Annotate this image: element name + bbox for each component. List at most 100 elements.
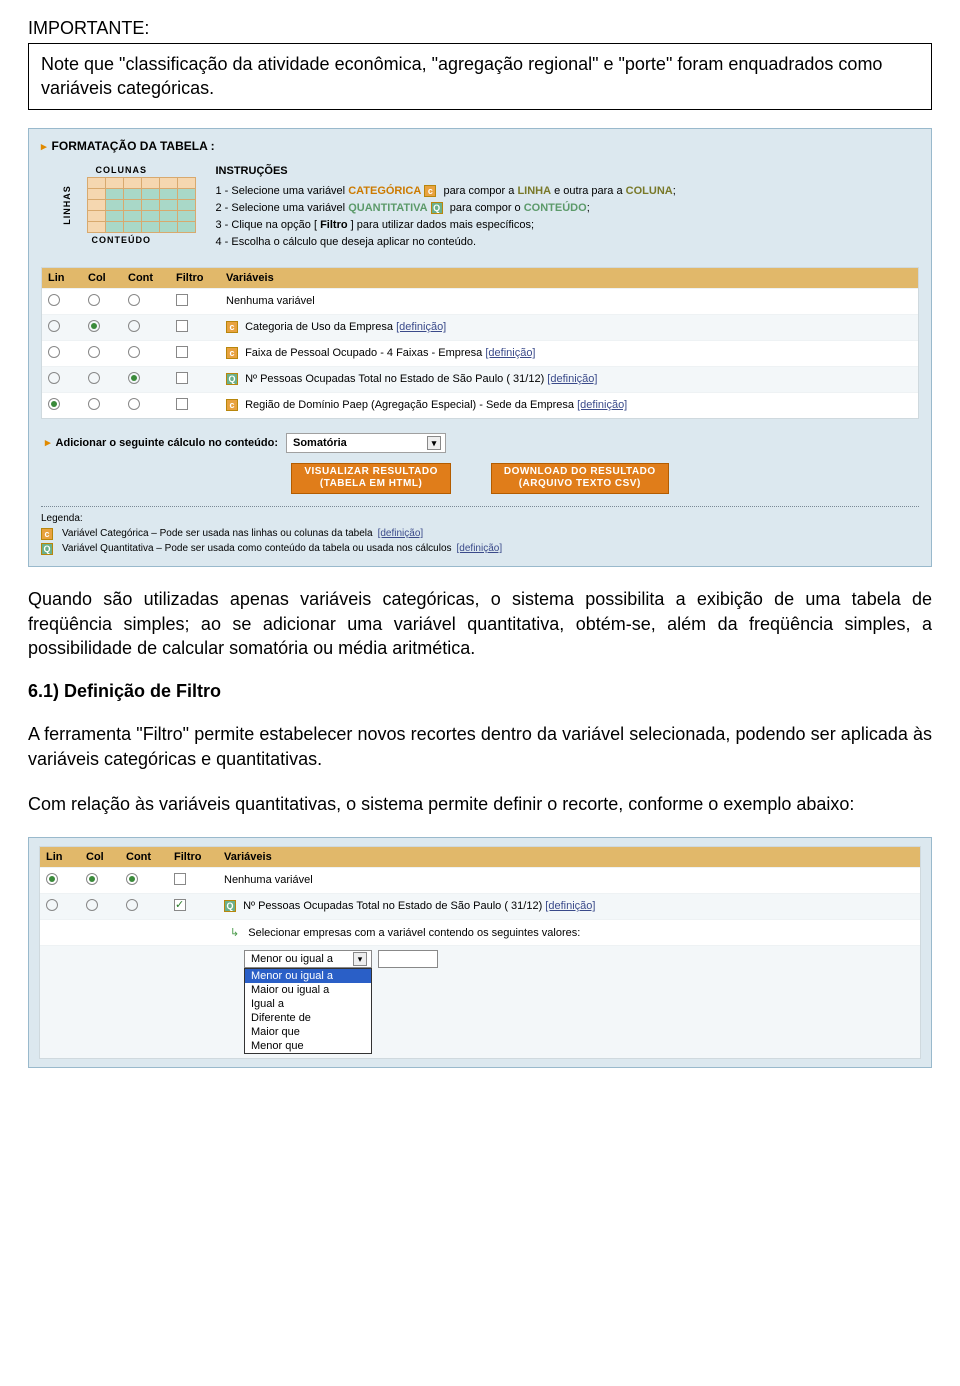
visualize-button[interactable]: VISUALIZAR RESULTADO(TABELA EM HTML) — [291, 463, 451, 494]
radio-cont[interactable] — [128, 398, 140, 410]
definition-link[interactable]: [definição] — [378, 528, 424, 539]
format-title: FORMATAÇÃO DA TABELA : — [41, 139, 919, 153]
definition-link[interactable]: [definição] — [545, 900, 595, 912]
filter-options-dropdown[interactable]: Menor ou igual aMaior ou igual aIgual aD… — [244, 968, 372, 1054]
filter-value-input[interactable] — [378, 950, 438, 968]
radio-col[interactable] — [86, 899, 98, 911]
radio-cont[interactable] — [128, 320, 140, 332]
importante-heading: IMPORTANTE: — [28, 18, 932, 39]
note-box: Note que "classificação da atividade eco… — [28, 43, 932, 110]
radio-cont[interactable] — [126, 899, 138, 911]
instruction-line-1: 1 - Selecione uma variável CATEGÓRICA c … — [216, 183, 676, 200]
variable-label: Faixa de Pessoal Ocupado - 4 Faixas - Em… — [245, 347, 485, 359]
radio-cont[interactable] — [128, 294, 140, 306]
chevron-down-icon[interactable]: ▾ — [427, 436, 441, 450]
radio-col[interactable] — [88, 346, 100, 358]
checkbox-filtro[interactable] — [176, 346, 188, 358]
chevron-down-icon[interactable]: ▾ — [353, 952, 367, 966]
definition-link[interactable]: [definição] — [547, 373, 597, 385]
badge-c-icon: c — [226, 399, 238, 411]
filter-sublabel: Selecionar empresas com a variável conte… — [248, 927, 580, 939]
badge-q-icon: Q — [41, 543, 53, 555]
col-cont: Cont — [120, 847, 168, 867]
instruction-line-4: 4 - Escolha o cálculo que deseja aplicar… — [216, 234, 676, 251]
col-col: Col — [80, 847, 120, 867]
paragraph-1: Quando são utilizadas apenas variáveis c… — [28, 587, 932, 661]
radio-col[interactable] — [88, 398, 100, 410]
radio-cont[interactable] — [128, 346, 140, 358]
heading-61: 6.1) Definição de Filtro — [28, 681, 932, 702]
radio-cont[interactable] — [126, 873, 138, 885]
dotted-separator — [41, 506, 919, 507]
radio-lin[interactable] — [48, 398, 60, 410]
filter-panel: Lin Col Cont Filtro Variáveis Nenhuma va… — [28, 837, 932, 1068]
variables-header-2: Lin Col Cont Filtro Variáveis — [40, 847, 920, 867]
col-filtro: Filtro — [170, 268, 220, 288]
legend-quant: Variável Quantitativa – Pode ser usada c… — [62, 543, 452, 554]
arrow-icon: ↳ — [230, 927, 239, 939]
filter-controls-row: Menor ou igual a▾Menor ou igual aMaior o… — [40, 945, 920, 1058]
colunas-label: COLUNAS — [96, 165, 148, 175]
filter-option[interactable]: Menor que — [245, 1039, 371, 1053]
conteudo-label-illust: CONTEÚDO — [92, 235, 152, 245]
variable-label: Categoria de Uso da Empresa — [245, 321, 396, 333]
paragraph-2: A ferramenta "Filtro" permite estabelece… — [28, 722, 932, 772]
definition-link[interactable]: [definição] — [577, 399, 627, 411]
table-row: Nenhuma variável — [42, 288, 918, 314]
variables-header: Lin Col Cont Filtro Variáveis — [42, 268, 918, 288]
checkbox-filtro[interactable] — [176, 372, 188, 384]
filter-operator-select[interactable]: Menor ou igual a▾ — [244, 950, 372, 968]
radio-lin[interactable] — [48, 346, 60, 358]
filter-subrow: ↳ Selecionar empresas com a variável con… — [40, 919, 920, 945]
radio-col[interactable] — [88, 372, 100, 384]
badge-c-icon: c — [226, 321, 238, 333]
radio-lin[interactable] — [46, 899, 58, 911]
table-row: Q Nº Pessoas Ocupadas Total no Estado de… — [42, 366, 918, 392]
checkbox-filtro[interactable] — [176, 294, 188, 306]
col-var: Variáveis — [220, 268, 918, 288]
filter-option[interactable]: Maior ou igual a — [245, 983, 371, 997]
calc-select[interactable]: Somatória ▾ — [286, 433, 446, 453]
badge-q-icon: Q — [224, 900, 236, 912]
download-button[interactable]: DOWNLOAD DO RESULTADO(ARQUIVO TEXTO CSV) — [491, 463, 669, 494]
radio-lin[interactable] — [48, 320, 60, 332]
checkbox-filtro[interactable] — [174, 873, 186, 885]
filter-option[interactable]: Menor ou igual a — [245, 969, 371, 983]
mini-table-icon — [87, 177, 196, 233]
filter-option[interactable]: Diferente de — [245, 1011, 371, 1025]
variables-table-2: Lin Col Cont Filtro Variáveis Nenhuma va… — [39, 846, 921, 1059]
variable-label: Nenhuma variável — [224, 874, 313, 886]
badge-c-icon: c — [424, 185, 436, 197]
checkbox-filtro[interactable] — [176, 398, 188, 410]
badge-q-icon: Q — [226, 373, 238, 385]
paragraph-3: Com relação às variáveis quantitativas, … — [28, 792, 932, 817]
radio-col[interactable] — [86, 873, 98, 885]
radio-col[interactable] — [88, 320, 100, 332]
radio-cont[interactable] — [128, 372, 140, 384]
col-filtro: Filtro — [168, 847, 218, 867]
radio-lin[interactable] — [48, 294, 60, 306]
radio-lin[interactable] — [48, 372, 60, 384]
filter-option[interactable]: Igual a — [245, 997, 371, 1011]
filter-option[interactable]: Maior que — [245, 1025, 371, 1039]
grid-illustration: COLUNAS LINHAS CONTEÚDO — [47, 165, 196, 251]
badge-c-icon: c — [41, 528, 53, 540]
col-lin: Lin — [40, 847, 80, 867]
calc-line: Adicionar o seguinte cálculo no conteúdo… — [45, 433, 915, 453]
variables-table: Lin Col Cont Filtro Variáveis Nenhuma va… — [41, 267, 919, 419]
radio-col[interactable] — [88, 294, 100, 306]
table-row: Q Nº Pessoas Ocupadas Total no Estado de… — [40, 893, 920, 919]
definition-link[interactable]: [definição] — [485, 347, 535, 359]
radio-lin[interactable] — [46, 873, 58, 885]
checkbox-filtro[interactable] — [174, 899, 186, 911]
variable-label: Nº Pessoas Ocupadas Total no Estado de S… — [245, 373, 547, 385]
variable-label: Nenhuma variável — [226, 295, 315, 307]
table-row: c Categoria de Uso da Empresa [definição… — [42, 314, 918, 340]
variable-label: Nº Pessoas Ocupadas Total no Estado de S… — [243, 900, 545, 912]
variable-label: Região de Domínio Paep (Agregação Especi… — [245, 399, 577, 411]
badge-q-icon: Q — [431, 202, 443, 214]
checkbox-filtro[interactable] — [176, 320, 188, 332]
instruction-line-2: 2 - Selecione uma variável QUANTITATIVA … — [216, 200, 676, 217]
definition-link[interactable]: [definição] — [457, 543, 503, 554]
definition-link[interactable]: [definição] — [396, 321, 446, 333]
